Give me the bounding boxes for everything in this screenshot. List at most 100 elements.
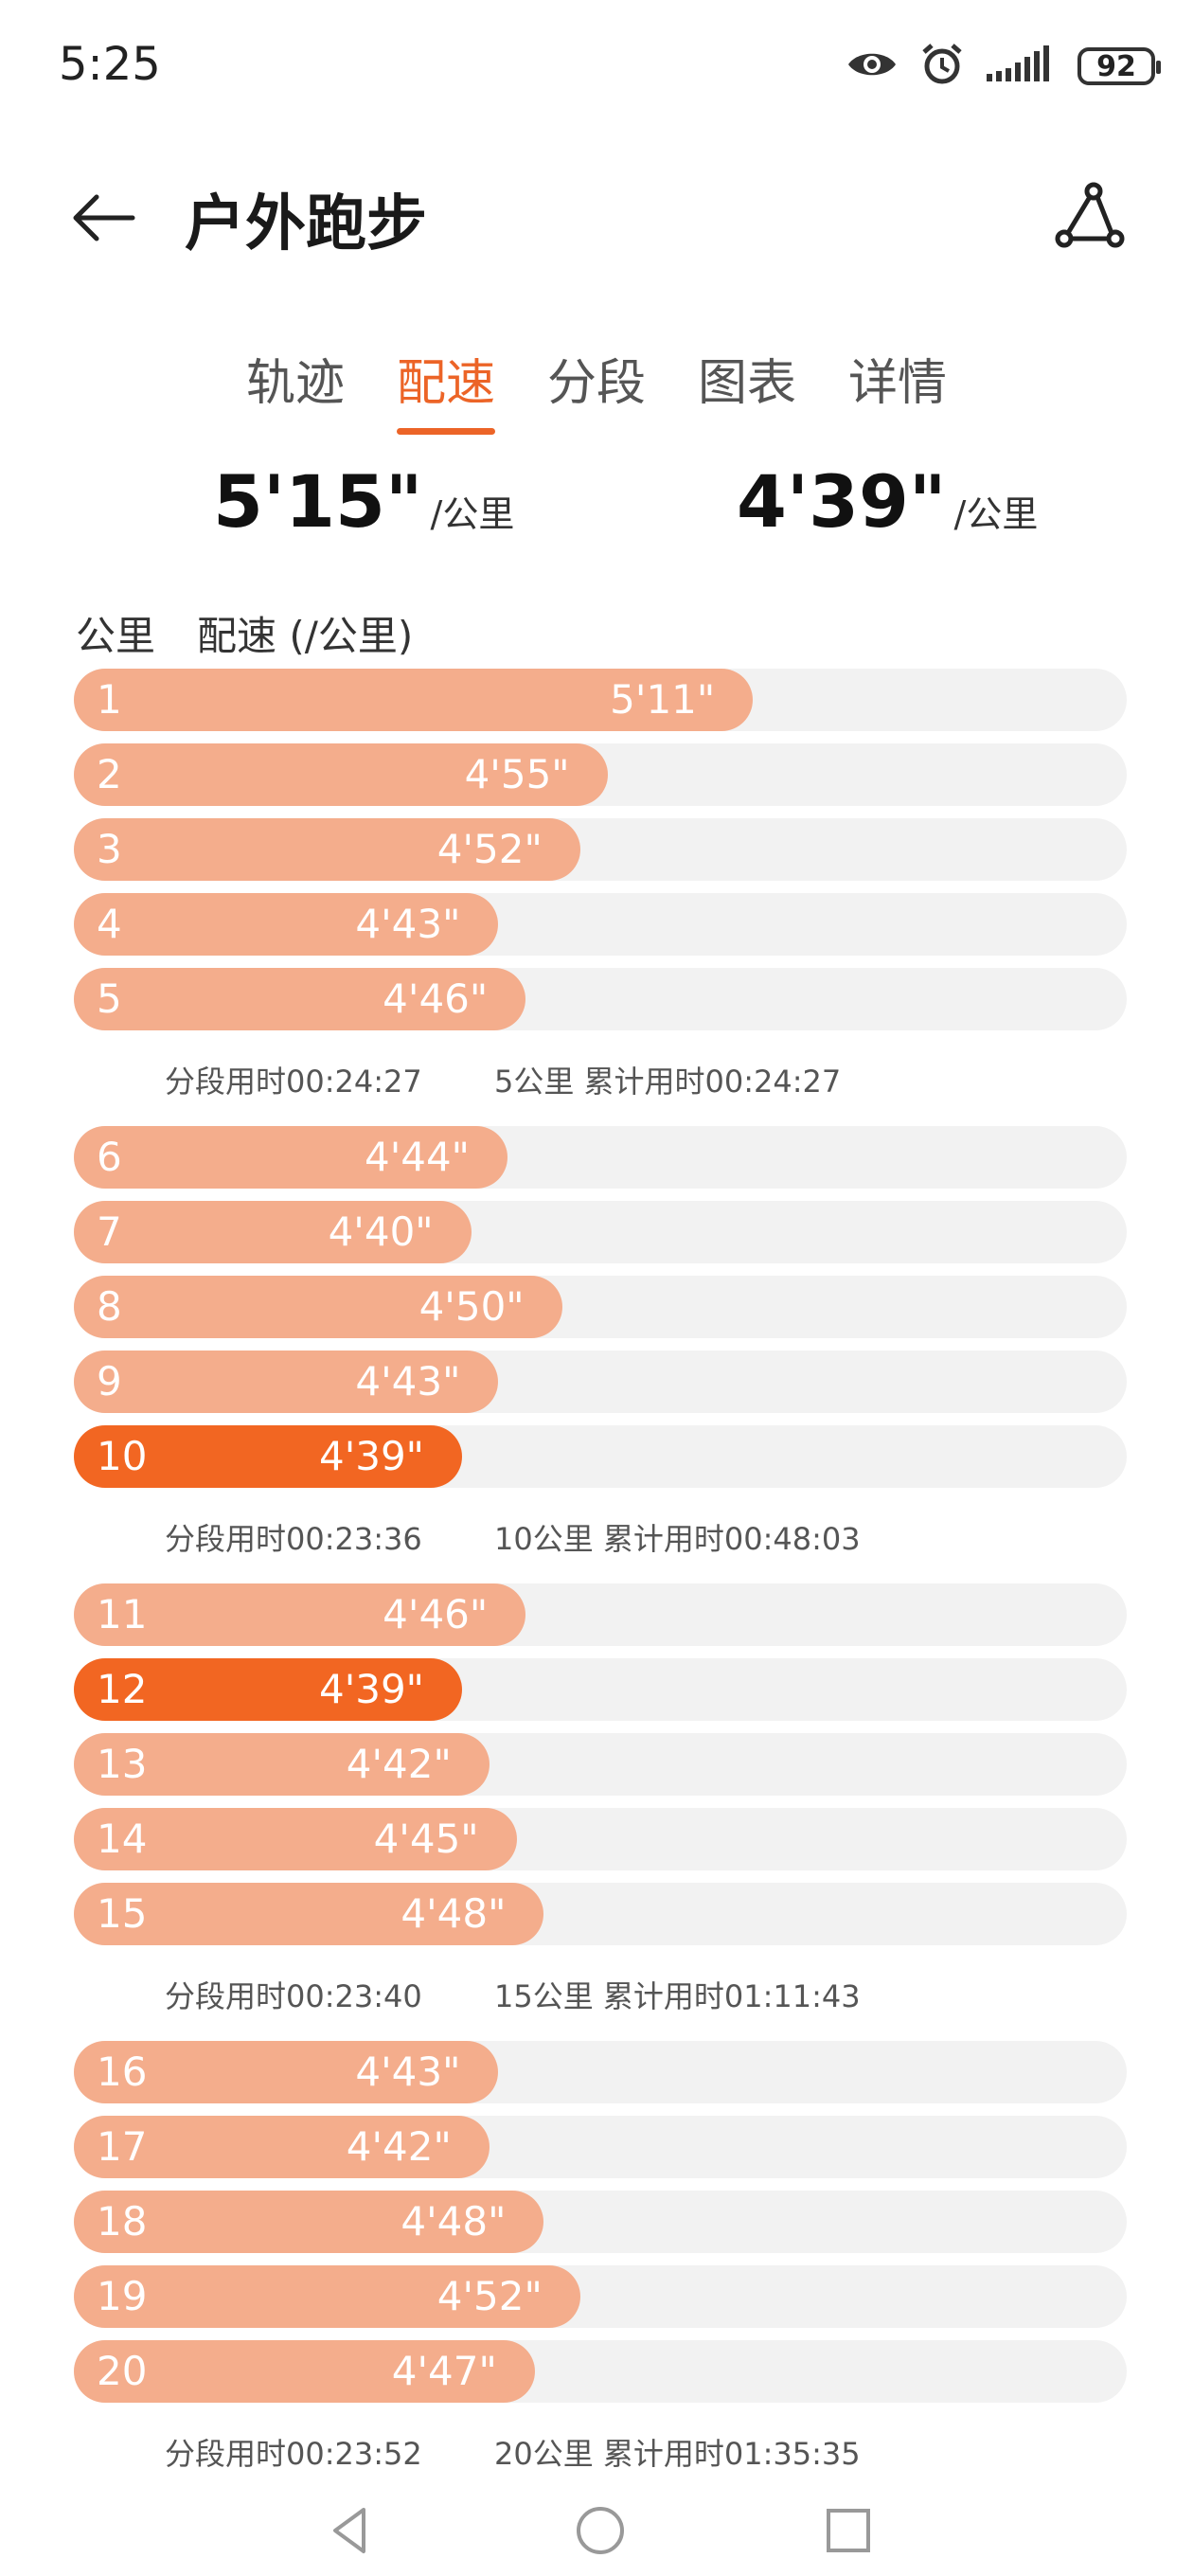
table-header: 公里 配速 (/公里)	[76, 604, 413, 662]
split-row: 6 4'44"	[74, 1126, 1127, 1189]
average-pace: 5'15" /公里	[213, 459, 514, 544]
cumulative-time: 20公里 累计用时01:35:35	[494, 2436, 861, 2472]
status-time: 5:25	[59, 38, 161, 91]
split-pace-bar	[74, 2265, 580, 2328]
share-button[interactable]	[1051, 180, 1136, 256]
split-km-label: 9	[97, 1358, 122, 1404]
split-km-label: 11	[97, 1591, 148, 1637]
pace-summary: 5'15" /公里 4'39" /公里	[0, 459, 1193, 564]
tab-item[interactable]: 详情	[848, 355, 948, 412]
col-km-header: 公里	[76, 613, 156, 659]
split-pace-bar	[74, 968, 526, 1030]
split-km-label: 7	[97, 1208, 122, 1255]
split-pace-bar	[74, 743, 608, 806]
split-km-label: 16	[97, 2048, 148, 2095]
split-row: 16 4'43"	[74, 2041, 1127, 2103]
split-km-label: 5	[97, 975, 122, 1022]
split-pace-label: 4'55"	[464, 751, 570, 797]
nav-back-icon	[333, 2508, 365, 2553]
split-pace-label: 4'43"	[355, 2048, 461, 2095]
split-km-label: 13	[97, 1741, 148, 1787]
split-pace-bar	[74, 1733, 490, 1796]
section-summary: 分段用时00:24:27 5公里 累计用时00:24:27	[74, 1041, 1127, 1120]
split-row: 19 4'52"	[74, 2265, 1127, 2328]
split-pace-bar	[74, 1883, 544, 1945]
split-row: 2 4'55"	[74, 743, 1127, 806]
best-pace-value: 4'39"	[737, 459, 947, 544]
arrow-left-icon	[73, 194, 135, 242]
split-pace-bar	[74, 669, 754, 731]
split-row: 12 4'39"	[74, 1658, 1127, 1721]
split-km-label: 10	[97, 1433, 148, 1479]
tab-item[interactable]: 分段	[546, 355, 646, 412]
split-pace-label: 4'40"	[328, 1208, 434, 1255]
split-pace-label: 4'50"	[418, 1283, 525, 1330]
best-pace-unit: /公里	[953, 493, 1039, 535]
split-pace-label: 4'46"	[383, 975, 489, 1022]
split-pace-bar	[74, 2041, 499, 2103]
alarm-icon	[920, 43, 964, 90]
split-pace-bar	[74, 818, 580, 881]
split-pace-label: 4'39"	[318, 1666, 424, 1712]
average-pace-value: 5'15"	[213, 459, 423, 544]
split-row: 7 4'40"	[74, 1201, 1127, 1263]
nav-recent-button[interactable]	[820, 2502, 877, 2559]
app-header: 户外跑步	[0, 156, 1193, 270]
split-pace-label: 4'46"	[383, 1591, 489, 1637]
section-summary: 分段用时00:23:52 20公里 累计用时01:35:35	[74, 2413, 1127, 2493]
split-row: 10 4'39"	[74, 1425, 1127, 1488]
split-pace-bar	[74, 2116, 490, 2178]
split-pace-label: 4'42"	[346, 2123, 452, 2170]
split-row: 15 4'48"	[74, 1883, 1127, 1945]
split-row: 14 4'45"	[74, 1808, 1127, 1870]
split-pace-bar	[74, 1276, 562, 1338]
tab-item[interactable]: 轨迹	[245, 355, 345, 412]
section-summary: 分段用时00:23:36 10公里 累计用时00:48:03	[74, 1498, 1127, 1578]
segment-time: 分段用时00:23:40	[165, 1978, 422, 2014]
split-pace-label: 4'42"	[346, 1741, 452, 1787]
section-summary: 分段用时00:23:40 15公里 累计用时01:11:43	[74, 1956, 1127, 2035]
split-pace-label: 4'48"	[401, 2198, 507, 2245]
split-pace-label: 4'45"	[373, 1816, 479, 1862]
cumulative-time: 5公里 累计用时00:24:27	[494, 1064, 842, 1100]
tab-item[interactable]: 图表	[698, 355, 797, 412]
split-km-label: 6	[97, 1134, 122, 1180]
split-pace-label: 5'11"	[610, 676, 716, 723]
segment-time: 分段用时00:23:52	[165, 2436, 422, 2472]
cumulative-time: 10公里 累计用时00:48:03	[494, 1521, 861, 1557]
tab-item[interactable]: 配速	[396, 346, 496, 440]
split-pace-bar	[74, 1126, 507, 1189]
tab-bar: 轨迹 配速 分段 图表 详情	[0, 346, 1193, 450]
split-km-label: 12	[97, 1666, 148, 1712]
battery-icon: 92	[1077, 47, 1161, 85]
status-bar: 5:25	[0, 0, 1193, 142]
split-pace-label: 4'48"	[401, 1890, 507, 1937]
split-pace-label: 4'47"	[391, 2348, 497, 2394]
split-pace-bar	[74, 1425, 462, 1488]
split-row: 1 5'11"	[74, 669, 1127, 731]
split-row: 4 4'43"	[74, 893, 1127, 956]
split-row: 17 4'42"	[74, 2116, 1127, 2178]
split-km-label: 14	[97, 1816, 148, 1862]
eye-icon	[846, 47, 898, 85]
split-km-label: 2	[97, 751, 122, 797]
split-list: 1 5'11" 2 4'55" 3 4'52" 4 4'43" 5 4'46" 分段用时00:24:…	[74, 669, 1127, 2498]
split-row: 20 4'47"	[74, 2340, 1127, 2403]
split-km-label: 20	[97, 2348, 148, 2394]
split-pace-bar	[74, 1351, 499, 1413]
split-row: 18 4'48"	[74, 2191, 1127, 2253]
system-nav-bar	[0, 2481, 1193, 2576]
split-km-label: 18	[97, 2198, 148, 2245]
split-km-label: 15	[97, 1890, 148, 1937]
split-pace-label: 4'52"	[436, 826, 543, 872]
nav-home-icon	[577, 2507, 624, 2554]
split-pace-bar	[74, 1201, 472, 1263]
back-button[interactable]	[66, 180, 151, 256]
nav-recent-icon	[827, 2509, 870, 2552]
split-row: 9 4'43"	[74, 1351, 1127, 1413]
split-row: 5 4'46"	[74, 968, 1127, 1030]
split-pace-label: 4'43"	[355, 1358, 461, 1404]
nav-back-button[interactable]	[322, 2502, 379, 2559]
segment-time: 分段用时00:23:36	[165, 1521, 422, 1557]
nav-home-button[interactable]	[572, 2502, 629, 2559]
